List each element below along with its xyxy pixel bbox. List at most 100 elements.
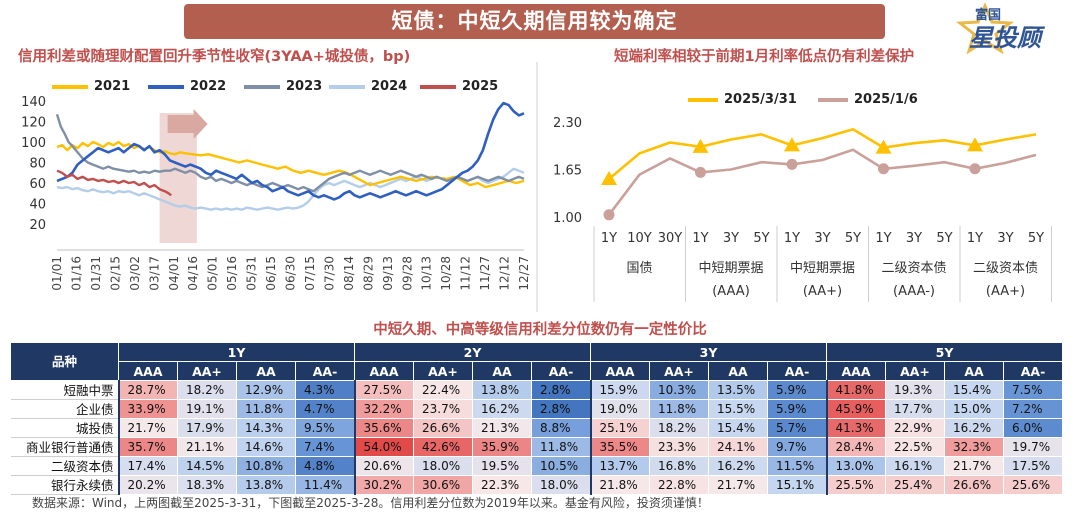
page-banner-title: 短债：中短久期信用较为确定 (184, 4, 885, 39)
table-title: 中短久期、中高等级信用利差分位数仍有一定性价比 (373, 322, 707, 338)
group-label: 二级资本债 (881, 261, 946, 276)
percentile-cell: 16.2% (472, 399, 532, 419)
percentile-cell: 19.5% (472, 456, 532, 476)
series-line-2025/3/31 (608, 127, 1037, 180)
legend-label-2024: 2024 (371, 79, 408, 94)
category-label: 短融中票 (10, 380, 119, 400)
rating-header: AA+ (649, 361, 709, 381)
legend-label-2023: 2023 (286, 79, 323, 94)
percentile-cell: 35.7% (117, 437, 178, 457)
percentile-cell: 23.3% (649, 437, 709, 457)
x-tick-label: 12/12 (498, 256, 512, 291)
legend-swatch-2024 (329, 84, 365, 89)
percentile-cell: 17.7% (885, 399, 945, 419)
series-line-2025/1/6 (607, 148, 1037, 216)
x-tick-label: 5Y (753, 231, 769, 246)
group-sublabel: (AA+) (986, 284, 1025, 299)
x-tick-label: 1Y (967, 231, 983, 246)
x-tick-label: 07/15 (303, 256, 317, 291)
percentile-cell: 23.7% (413, 399, 473, 419)
percentile-cell: 15.4% (944, 380, 1004, 400)
triangle-marker-icon (601, 171, 617, 185)
x-tick-label: 1Y (692, 231, 708, 246)
triangle-marker-icon (692, 138, 709, 153)
x-tick-label: 04/01 (167, 256, 181, 291)
table-row: 企业债 33.9% 19.1% 11.8% 4.7% 32.2% 23.7% 16.2% 2.8… (10, 399, 1063, 419)
x-tick-label: 05/01 (206, 256, 220, 291)
rating-header: AAA (354, 361, 414, 381)
shaded-window (159, 113, 197, 243)
x-tick-label: 10/13 (420, 256, 434, 291)
legend-2024: 2024 (329, 79, 407, 94)
tenor-header: 3Y (590, 342, 827, 362)
x-tick-label: 01/16 (69, 256, 83, 291)
percentile-cell: 14.5% (177, 456, 237, 476)
legend-swatch-20250331 (688, 97, 718, 102)
tenor-header: 2Y (354, 342, 591, 362)
percentile-cell: 11.8% (531, 437, 591, 457)
x-tick-label: 05/16 (225, 256, 239, 291)
group-sublabel: (AA+) (803, 284, 842, 299)
percentile-cell: 17.9% (177, 418, 237, 438)
x-tick-label: 03/02 (128, 256, 142, 291)
percentile-cell: 17.4% (117, 456, 178, 476)
percentile-cell: 9.7% (767, 437, 827, 457)
percentile-cell: 21.7% (944, 456, 1004, 476)
percentile-cell: 13.8% (236, 475, 296, 495)
x-tick-label: 5Y (845, 231, 861, 246)
left-chart-title: 信用利差或随理财配置回升季节性收窄(3YAA+城投债，bp) (18, 49, 411, 65)
percentile-cell: 21.8% (589, 475, 650, 495)
table-row: 二级资本债 17.4% 14.5% 10.8% 4.8% 20.6% 18.0% 19.5% 1… (10, 456, 1063, 476)
percentile-cell: 8.8% (531, 418, 591, 438)
percentile-cell: 13.8% (472, 380, 532, 400)
category-label: 企业债 (10, 399, 119, 419)
percentile-cell: 35.9% (472, 437, 532, 457)
percentile-cell: 27.5% (353, 380, 414, 400)
percentile-cell: 22.8% (649, 475, 709, 495)
percentile-cell: 22.3% (472, 475, 532, 495)
percentile-cell: 16.2% (944, 418, 1004, 438)
x-tick-label: 3Y (723, 231, 739, 246)
percentile-cell: 28.4% (825, 437, 886, 457)
percentile-cell: 14.3% (236, 418, 296, 438)
percentile-cell: 54.0% (353, 437, 414, 457)
x-tick-label: 05/31 (245, 256, 259, 291)
rating-header: AA- (1003, 361, 1063, 381)
percentile-cell: 24.1% (708, 437, 768, 457)
triangle-marker-icon (967, 137, 983, 152)
circle-marker-icon (695, 166, 706, 178)
x-tick-label: 11/27 (478, 256, 492, 291)
percentile-cell: 28.7% (117, 380, 178, 400)
x-tick-label: 03/17 (147, 256, 161, 291)
x-tick-label: 10Y (627, 231, 652, 246)
percentile-cell: 30.2% (353, 475, 414, 495)
percentile-cell: 18.0% (413, 456, 473, 476)
percentile-cell: 22.9% (885, 418, 945, 438)
y-tick-label: 120 (21, 116, 46, 131)
percentile-cell: 4.7% (295, 399, 355, 419)
category-label: 二级资本债 (10, 456, 119, 476)
percentile-cell: 7.2% (1003, 399, 1063, 419)
percentile-cell: 13.0% (825, 456, 886, 476)
percentile-cell: 12.9% (236, 380, 296, 400)
group-label: 中短期票据 (698, 261, 763, 276)
circle-marker-icon (603, 209, 615, 221)
y-tick-label: 140 (21, 95, 46, 110)
percentile-cell: 21.1% (177, 437, 237, 457)
group-sublabel: (AAA) (712, 284, 750, 299)
x-tick-label: 1Y (875, 231, 891, 246)
percentile-cell: 35.6% (353, 418, 414, 438)
rating-header: AAA (118, 361, 178, 381)
percentile-cell: 25.4% (885, 475, 945, 495)
percentile-cell: 9.5% (295, 418, 355, 438)
x-tick-label: 09/13 (381, 256, 395, 291)
x-tick-label: 5Y (936, 231, 952, 246)
percentile-cell: 32.2% (353, 399, 414, 419)
x-tick-label: 09/28 (400, 256, 414, 291)
y-tick-label: 2.30 (553, 116, 582, 131)
series-line-2023 (55, 113, 525, 193)
source-note: 数据来源：Wind，上两图截至2025-3-31，下图截至2025-3-28。信… (32, 496, 709, 510)
percentile-cell: 25.1% (589, 418, 650, 438)
legend-label-2021: 2021 (94, 79, 131, 94)
percentile-cell: 5.9% (767, 380, 827, 400)
